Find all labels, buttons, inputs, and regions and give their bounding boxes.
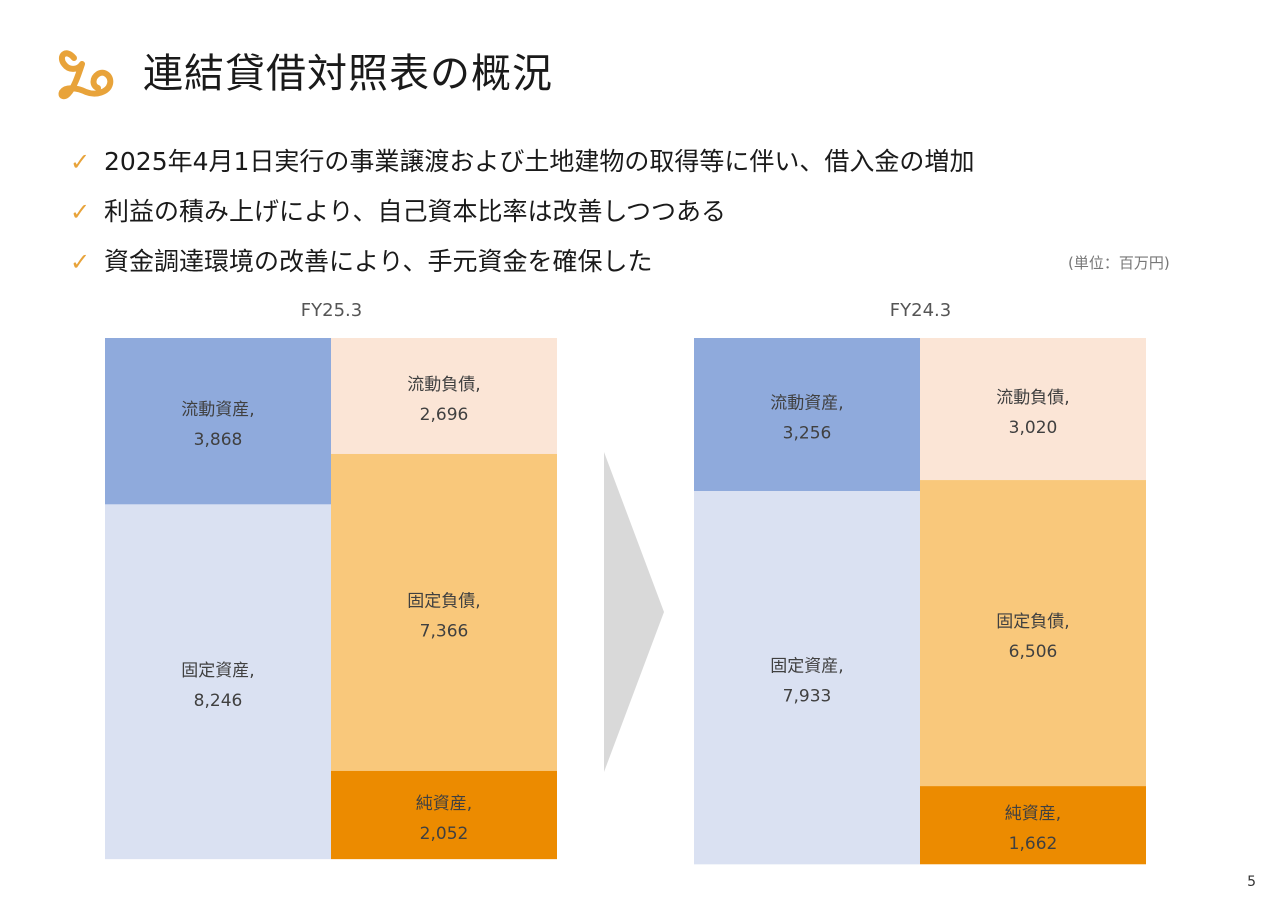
current-assets-label: 流動資産, xyxy=(181,400,254,420)
fixed-assets-bar xyxy=(694,491,920,865)
current-liabilities-label: 流動負債, xyxy=(407,375,480,395)
fixed-liabilities-label: 固定負債, xyxy=(996,612,1069,632)
period-label-fy24: FY24.3 xyxy=(889,300,952,321)
bullet-text: 資金調達環境の改善により、手元資金を確保した xyxy=(104,247,653,276)
net-assets-value-label: 2,052 xyxy=(420,824,469,844)
current-liabilities-bar xyxy=(331,338,557,454)
net-assets-label: 純資産, xyxy=(1005,804,1061,824)
current-liabilities-bar xyxy=(920,338,1146,481)
current-assets-bar xyxy=(105,338,331,505)
net-assets-bar xyxy=(331,770,557,860)
fixed-assets-value-label: 7,933 xyxy=(783,687,832,707)
bullet-text: 利益の積み上げにより、自己資本比率は改善しつつある xyxy=(104,197,727,226)
chevron-right-icon xyxy=(604,452,664,772)
fixed-liabilities-value-label: 6,506 xyxy=(1009,642,1058,662)
current-liabilities-value-label: 2,696 xyxy=(420,405,469,425)
current-liabilities-label: 流動負債, xyxy=(996,388,1069,408)
fixed-liabilities-value-label: 7,366 xyxy=(420,621,469,641)
fixed-assets-label: 固定資産, xyxy=(181,661,254,681)
bullet-item: ✓ 資金調達環境の改善により、手元資金を確保した xyxy=(70,239,974,289)
bullet-item: ✓ 利益の積み上げにより、自己資本比率は改善しつつある xyxy=(70,189,974,239)
bullet-item: ✓ 2025年4月1日実行の事業譲渡および土地建物の取得等に伴い、借入金の増加 xyxy=(70,139,974,189)
period-label-fy25: FY25.3 xyxy=(300,300,363,321)
page-title: 連結貸借対照表の概況 xyxy=(143,51,553,97)
current-liabilities-value-label: 3,020 xyxy=(1009,418,1058,438)
bullet-text: 2025年4月1日実行の事業譲渡および土地建物の取得等に伴い、借入金の増加 xyxy=(104,147,975,176)
current-assets-value-label: 3,868 xyxy=(194,430,243,450)
bullet-list: ✓ 2025年4月1日実行の事業譲渡および土地建物の取得等に伴い、借入金の増加 ✓… xyxy=(70,139,974,289)
fixed-liabilities-bar xyxy=(331,453,557,771)
net-assets-value-label: 1,662 xyxy=(1009,834,1058,854)
page-number: 5 xyxy=(1247,874,1256,890)
fixed-assets-value-label: 8,246 xyxy=(194,691,243,711)
checkmark-icon: ✓ xyxy=(70,148,91,176)
unit-note: (単位：百万円) xyxy=(1068,254,1170,272)
fixed-assets-bar xyxy=(105,504,331,860)
net-assets-bar xyxy=(920,786,1146,865)
checkmark-icon: ✓ xyxy=(70,198,91,226)
fixed-assets-label: 固定資産, xyxy=(770,657,843,677)
net-assets-label: 純資産, xyxy=(416,794,472,814)
current-assets-label: 流動資産, xyxy=(770,394,843,414)
current-assets-value-label: 3,256 xyxy=(783,424,832,444)
current-assets-bar xyxy=(694,338,920,492)
lp-swirl-logo-icon xyxy=(58,50,114,100)
fixed-liabilities-label: 固定負債, xyxy=(407,591,480,611)
fixed-liabilities-bar xyxy=(920,480,1146,787)
checkmark-icon: ✓ xyxy=(70,248,91,276)
